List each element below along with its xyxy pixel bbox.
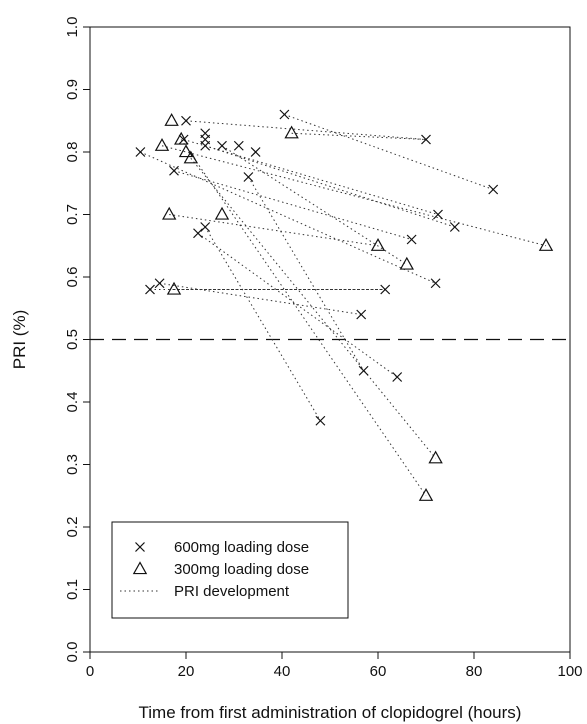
data-points — [135, 109, 554, 501]
pri-development-line — [180, 139, 427, 497]
pri-development-line — [204, 226, 321, 422]
point-300mg — [162, 206, 177, 220]
x-tick-label: 0 — [86, 663, 94, 680]
pri-development-line — [221, 145, 408, 265]
legend-box — [111, 521, 349, 619]
legend-triangle-marker — [132, 561, 148, 575]
point-300mg — [174, 131, 189, 145]
y-tick-label: 0.0 — [64, 642, 81, 663]
pri-development-line — [291, 132, 427, 140]
y-tick-label: 0.9 — [64, 79, 81, 100]
pri-development-line — [159, 282, 362, 315]
pri-development-line — [183, 139, 439, 215]
x-axis: 0 20 40 60 80 100 — [86, 652, 583, 680]
legend-label: 300mg loading dose — [174, 561, 309, 578]
point-600mg — [200, 222, 211, 232]
point-300mg — [399, 256, 414, 270]
pri-development-line — [284, 114, 494, 190]
point-300mg — [284, 125, 299, 139]
pri-development-line — [185, 120, 427, 140]
pri-development-line — [169, 214, 379, 247]
point-600mg — [279, 109, 290, 120]
x-tick-label: 80 — [466, 663, 483, 680]
y-tick-label: 0.1 — [64, 579, 81, 600]
legend: 600mg loading dose 300mg loading dose PRI … — [111, 521, 349, 619]
pri-development-lines — [140, 114, 547, 497]
legend-cross-marker — [135, 542, 145, 552]
point-600mg — [243, 172, 254, 182]
y-tick-label: 0.2 — [64, 517, 81, 538]
y-tick-label: 0.7 — [64, 204, 81, 225]
pri-development-line — [190, 157, 436, 459]
point-600mg — [430, 278, 441, 289]
point-300mg — [370, 238, 386, 251]
y-tick-label: 0.3 — [64, 454, 81, 475]
point-600mg — [421, 134, 431, 145]
point-300mg — [538, 238, 554, 251]
x-tick-label: 40 — [274, 663, 291, 680]
y-tick-label: 0.5 — [64, 329, 81, 350]
pri-development-line — [205, 145, 455, 228]
point-600mg — [233, 140, 244, 151]
pri-development-line — [197, 232, 398, 378]
legend-label: 600mg loading dose — [174, 539, 309, 556]
point-300mg — [183, 150, 198, 164]
x-axis-title: Time from first administration of clopid… — [139, 703, 522, 722]
point-600mg — [135, 147, 146, 157]
point-600mg — [250, 147, 261, 157]
y-axis: 0.0 0.1 0.2 0.3 0.4 0.5 0.6 0.7 0.8 0.9 1.0 — [64, 17, 90, 663]
point-600mg — [488, 184, 499, 195]
point-600mg — [433, 209, 443, 220]
point-600mg — [315, 415, 326, 426]
point-300mg — [164, 113, 179, 126]
pri-development-line — [247, 176, 365, 372]
point-300mg — [214, 206, 230, 220]
point-600mg — [380, 284, 391, 295]
point-300mg — [428, 450, 443, 464]
point-300mg — [178, 144, 194, 158]
y-tick-label: 0.6 — [64, 267, 81, 288]
point-300mg — [418, 488, 434, 501]
y-tick-label: 0.4 — [64, 392, 81, 413]
x-tick-label: 20 — [178, 663, 195, 680]
y-axis-title: PRI (%) — [10, 310, 29, 370]
x-tick-label: 60 — [370, 663, 387, 680]
pri-development-line — [140, 151, 436, 284]
point-600mg — [406, 234, 417, 245]
point-600mg — [356, 309, 367, 320]
point-600mg — [200, 128, 211, 139]
pri-development-line — [173, 170, 412, 240]
point-600mg — [154, 278, 165, 289]
pri-development-line — [161, 145, 547, 247]
point-600mg — [392, 372, 403, 382]
point-600mg — [145, 284, 155, 295]
point-300mg — [154, 138, 170, 151]
point-600mg — [169, 165, 179, 176]
point-600mg — [181, 115, 191, 126]
y-tick-label: 1.0 — [64, 17, 81, 38]
y-tick-label: 0.8 — [64, 142, 81, 163]
point-600mg — [358, 365, 369, 376]
point-600mg — [449, 222, 460, 232]
legend-label: PRI development — [174, 583, 290, 600]
x-tick-label: 100 — [557, 663, 582, 680]
point-300mg — [166, 281, 182, 295]
point-600mg — [217, 140, 227, 151]
point-600mg — [193, 228, 203, 239]
